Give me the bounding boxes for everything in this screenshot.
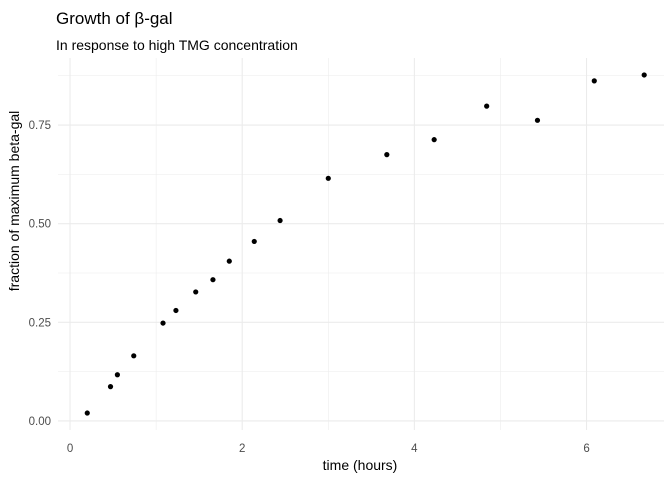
- data-point: [210, 277, 216, 283]
- data-point: [114, 372, 120, 378]
- y-tick-label: 0.50: [29, 219, 51, 231]
- data-point: [534, 117, 541, 123]
- chart-title: Growth of β-gal: [56, 9, 173, 28]
- data-point: [641, 72, 647, 78]
- data-point: [193, 289, 199, 295]
- data-point: [591, 78, 597, 84]
- data-points: [84, 72, 647, 416]
- y-tick-label: 0.75: [29, 120, 51, 132]
- data-point: [484, 103, 490, 109]
- x-tick-label: 2: [239, 443, 245, 455]
- data-point: [431, 137, 437, 143]
- data-point: [107, 384, 114, 390]
- data-point: [325, 175, 331, 181]
- data-point: [226, 258, 232, 264]
- data-point: [173, 307, 179, 314]
- x-axis-ticks: 0 2 4 6: [67, 443, 590, 455]
- y-tick-label: 0.25: [29, 317, 51, 329]
- grid: [58, 58, 664, 430]
- y-tick-label: 0.00: [29, 416, 51, 428]
- data-point: [160, 320, 166, 326]
- data-point: [384, 152, 390, 158]
- y-axis-title: fraction of maximum beta-gal: [6, 111, 22, 292]
- data-point: [251, 238, 257, 245]
- data-point: [277, 217, 283, 224]
- data-point: [84, 410, 90, 416]
- x-tick-label: 4: [411, 443, 418, 455]
- x-axis-title: time (hours): [323, 457, 398, 473]
- x-tick-label: 0: [67, 443, 73, 455]
- data-point: [131, 353, 137, 359]
- y-axis-ticks: 0.00 0.25 0.50 0.75: [29, 120, 51, 428]
- x-tick-label: 6: [583, 443, 589, 455]
- chart-subtitle: In response to high TMG concentration: [56, 37, 298, 53]
